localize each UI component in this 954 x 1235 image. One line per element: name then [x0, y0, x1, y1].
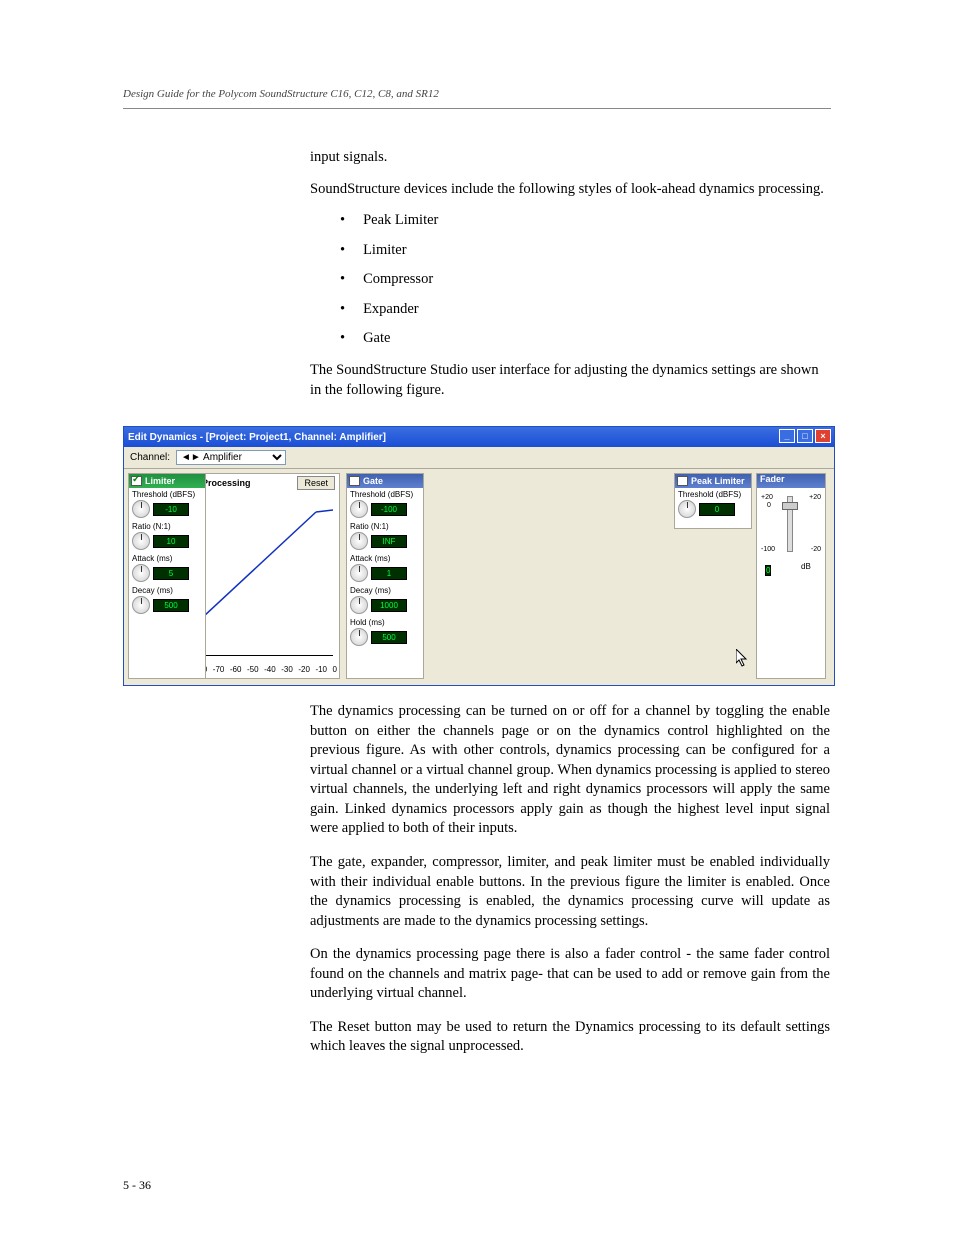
bullet-list: Peak Limiter Limiter Compressor Expander… [340, 211, 830, 349]
page-number: 5 - 36 [123, 1178, 151, 1193]
module-header-peak: Peak Limiter [675, 474, 751, 488]
param-value[interactable]: 500 [371, 631, 407, 644]
fader-unit: dB [801, 562, 811, 571]
param-value[interactable]: 1000 [371, 599, 407, 612]
param-limiter: Decay (ms) 500 [129, 584, 205, 616]
page-header: Design Guide for the Polycom SoundStruct… [123, 88, 439, 100]
param-label: Threshold (dBFS) [678, 490, 748, 499]
knob-icon[interactable] [678, 500, 696, 518]
param-label: Threshold (dBFS) [132, 490, 202, 499]
cursor-icon [736, 649, 750, 670]
module-gate: Gate Threshold (dBFS) -100 Ratio (N:1) INF At… [346, 473, 424, 679]
bullet-item: Gate [340, 329, 830, 349]
module-header-gate: Gate [347, 474, 423, 488]
module-checkbox-limiter[interactable] [131, 476, 142, 486]
minimize-icon[interactable]: _ [779, 429, 795, 443]
param-gate: Decay (ms) 1000 [347, 584, 423, 616]
body-p2: The gate, expander, compressor, limiter,… [310, 853, 830, 931]
close-icon[interactable]: × [815, 429, 831, 443]
param-limiter: Ratio (N:1) 10 [129, 520, 205, 552]
module-header-limiter: Limiter [129, 474, 205, 488]
param-value[interactable]: 1 [371, 567, 407, 580]
fader-panel: Fader +20 +20 0 -100 -20 0 dB [756, 473, 826, 679]
param-value[interactable]: -10 [153, 503, 189, 516]
param-gate: Threshold (dBFS) -100 [347, 488, 423, 520]
body-p4: The Reset button may be used to return t… [310, 1018, 830, 1057]
module-title-limiter: Limiter [145, 476, 175, 486]
param-value[interactable]: 10 [153, 535, 189, 548]
knob-icon[interactable] [350, 628, 368, 646]
param-label: Threshold (dBFS) [350, 490, 420, 499]
bullet-item: Compressor [340, 270, 830, 290]
intro-p2: SoundStructure devices include the follo… [310, 180, 830, 200]
knob-icon[interactable] [132, 596, 150, 614]
body-p1: The dynamics processing can be turned on… [310, 702, 830, 839]
channel-select[interactable]: ◄► Amplifier [176, 450, 286, 465]
module-limiter: Limiter Threshold (dBFS) -10 Ratio (N:1) 10 A… [128, 473, 206, 679]
knob-icon[interactable] [350, 596, 368, 614]
main-area: ─ Dynamics Processing Reset 0-10 -20-30 … [124, 469, 834, 685]
param-value[interactable]: 5 [153, 567, 189, 580]
param-value[interactable]: -100 [371, 503, 407, 516]
fader-title: Fader [757, 474, 825, 488]
maximize-icon[interactable]: □ [797, 429, 813, 443]
param-label: Decay (ms) [132, 586, 202, 595]
knob-icon[interactable] [350, 564, 368, 582]
param-label: Ratio (N:1) [350, 522, 420, 531]
body-content: The dynamics processing can be turned on… [310, 702, 830, 1071]
module-title-peak: Peak Limiter [691, 476, 745, 486]
knob-icon[interactable] [350, 500, 368, 518]
param-peak: Threshold (dBFS) 0 [675, 488, 751, 520]
param-value[interactable]: 0 [699, 503, 735, 516]
knob-icon[interactable] [132, 500, 150, 518]
reset-button[interactable]: Reset [297, 476, 335, 490]
window-title: Edit Dynamics - [Project: Project1, Chan… [128, 432, 386, 443]
module-title-gate: Gate [363, 476, 383, 486]
param-label: Hold (ms) [350, 618, 420, 627]
intro-p3: The SoundStructure Studio user interface… [310, 361, 830, 400]
dynamics-window: Edit Dynamics - [Project: Project1, Chan… [123, 426, 835, 686]
intro-p1: input signals. [310, 148, 830, 168]
module-checkbox-gate[interactable] [349, 476, 360, 486]
param-gate: Ratio (N:1) INF [347, 520, 423, 552]
param-value[interactable]: INF [371, 535, 407, 548]
knob-icon[interactable] [132, 532, 150, 550]
bullet-item: Peak Limiter [340, 211, 830, 231]
param-label: Attack (ms) [132, 554, 202, 563]
fader-handle[interactable] [782, 502, 798, 510]
header-rule [123, 108, 831, 109]
channel-label: Channel: [130, 452, 170, 463]
param-limiter: Attack (ms) 5 [129, 552, 205, 584]
param-value[interactable]: 500 [153, 599, 189, 612]
param-gate: Attack (ms) 1 [347, 552, 423, 584]
param-gate: Hold (ms) 500 [347, 616, 423, 648]
bullet-item: Expander [340, 300, 830, 320]
param-label: Decay (ms) [350, 586, 420, 595]
param-label: Attack (ms) [350, 554, 420, 563]
param-label: Ratio (N:1) [132, 522, 202, 531]
intro-content: input signals. SoundStructure devices in… [310, 148, 830, 412]
channel-bar: Channel: ◄► Amplifier [124, 447, 834, 469]
knob-icon[interactable] [132, 564, 150, 582]
fader-value-box: 0 [765, 560, 771, 578]
param-limiter: Threshold (dBFS) -10 [129, 488, 205, 520]
knob-icon[interactable] [350, 532, 368, 550]
module-peak: Peak Limiter Threshold (dBFS) 0 [674, 473, 752, 529]
module-checkbox-peak[interactable] [677, 476, 688, 486]
titlebar: Edit Dynamics - [Project: Project1, Chan… [124, 427, 834, 447]
bullet-item: Limiter [340, 241, 830, 261]
body-p3: On the dynamics processing page there is… [310, 945, 830, 1004]
